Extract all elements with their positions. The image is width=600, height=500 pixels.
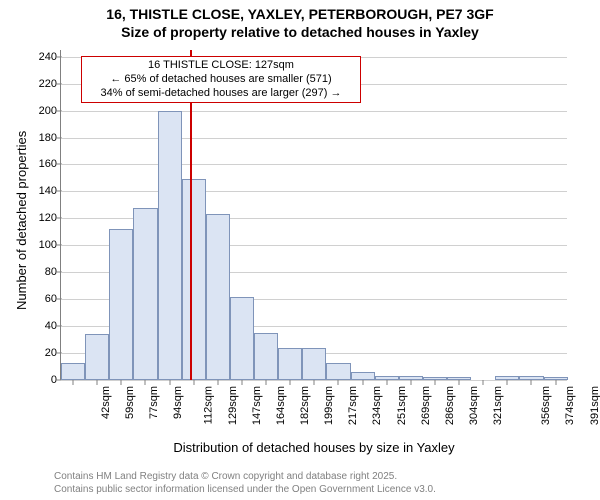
y-tick-label: 80 xyxy=(17,266,57,278)
credit-line1: Contains HM Land Registry data © Crown c… xyxy=(54,471,436,484)
grid-line xyxy=(61,111,567,112)
x-tick-label: 374sqm xyxy=(565,386,577,425)
x-tick-mark xyxy=(507,380,508,385)
x-tick-mark xyxy=(169,380,170,385)
y-tick-label: 40 xyxy=(17,320,57,332)
x-tick-area: 42sqm 59sqm 77sqm 94sqm 112sqm 129sqm 147sqm 16… xyxy=(61,380,567,440)
y-tick-label: 100 xyxy=(17,239,57,251)
histogram-bar xyxy=(206,214,230,380)
x-tick-mark xyxy=(531,380,532,385)
y-tick-label: 180 xyxy=(17,132,57,144)
x-tick-mark xyxy=(97,380,98,385)
y-tick-label: 200 xyxy=(17,105,57,117)
x-axis-title: Distribution of detached houses by size … xyxy=(61,440,567,455)
x-tick-mark xyxy=(217,380,218,385)
grid-line xyxy=(61,164,567,165)
chart-title-line2: Size of property relative to detached ho… xyxy=(0,24,600,42)
x-tick-label: 112sqm xyxy=(202,386,214,424)
x-tick-mark xyxy=(338,380,339,385)
x-tick-label: 356sqm xyxy=(541,386,553,425)
x-tick-mark xyxy=(434,380,435,385)
y-tick-label: 240 xyxy=(17,51,57,63)
x-tick-mark xyxy=(386,380,387,385)
histogram-bar xyxy=(61,363,85,381)
grid-line xyxy=(61,138,567,139)
x-tick-label: 42sqm xyxy=(100,386,112,419)
y-tick-label: 220 xyxy=(17,78,57,90)
y-tick-label: 160 xyxy=(17,158,57,170)
x-tick-mark xyxy=(290,380,291,385)
credits: Contains HM Land Registry data © Crown c… xyxy=(54,471,436,496)
x-tick-mark xyxy=(555,380,556,385)
x-tick-label: 199sqm xyxy=(323,386,335,425)
y-tick-label: 120 xyxy=(17,212,57,224)
histogram-bar xyxy=(302,348,326,380)
histogram-bar xyxy=(109,229,133,380)
histogram-bar xyxy=(85,334,109,380)
credit-line2: Contains public sector information licen… xyxy=(54,484,436,497)
histogram-bar xyxy=(351,372,375,380)
annotation-line: 34% of semi-detached houses are larger (… xyxy=(86,87,356,101)
x-tick-label: 304sqm xyxy=(468,386,480,425)
x-tick-mark xyxy=(121,380,122,385)
histogram-bar xyxy=(326,363,350,381)
y-tick-area: 020406080100120140160180200220240 xyxy=(0,50,61,380)
x-tick-label: 77sqm xyxy=(148,386,160,419)
x-tick-mark xyxy=(483,380,484,385)
histogram-bar xyxy=(278,348,302,380)
x-tick-label: 321sqm xyxy=(492,386,504,425)
x-tick-label: 94sqm xyxy=(172,386,184,419)
x-tick-label: 129sqm xyxy=(227,386,239,425)
x-tick-label: 269sqm xyxy=(420,386,432,425)
x-tick-label: 59sqm xyxy=(124,386,136,419)
x-tick-mark xyxy=(193,380,194,385)
x-tick-label: 182sqm xyxy=(299,386,311,425)
x-tick-label: 234sqm xyxy=(372,386,384,425)
x-tick-mark xyxy=(241,380,242,385)
x-tick-mark xyxy=(459,380,460,385)
y-axis-line xyxy=(60,50,61,380)
histogram-bar xyxy=(182,179,206,380)
histogram-bar xyxy=(133,208,157,380)
histogram-bar xyxy=(254,333,278,380)
x-tick-mark xyxy=(362,380,363,385)
y-tick-label: 0 xyxy=(17,374,57,386)
x-tick-label: 164sqm xyxy=(275,386,287,425)
x-tick-label: 286sqm xyxy=(444,386,456,425)
histogram-bar xyxy=(230,297,254,381)
x-tick-mark xyxy=(73,380,74,385)
histogram-bar xyxy=(158,111,182,380)
x-tick-label: 217sqm xyxy=(347,386,359,425)
x-tick-label: 391sqm xyxy=(589,386,600,425)
x-tick-mark xyxy=(145,380,146,385)
y-tick-label: 20 xyxy=(17,347,57,359)
x-tick-mark xyxy=(410,380,411,385)
y-tick-label: 60 xyxy=(17,293,57,305)
x-tick-mark xyxy=(314,380,315,385)
annotation-box: 16 THISTLE CLOSE: 127sqm← 65% of detache… xyxy=(81,56,361,103)
grid-line xyxy=(61,191,567,192)
x-tick-label: 147sqm xyxy=(251,386,263,425)
y-tick-label: 140 xyxy=(17,185,57,197)
chart-title-line1: 16, THISTLE CLOSE, YAXLEY, PETERBOROUGH,… xyxy=(0,6,600,24)
annotation-line: ← 65% of detached houses are smaller (57… xyxy=(86,73,356,87)
x-tick-mark xyxy=(266,380,267,385)
annotation-line: 16 THISTLE CLOSE: 127sqm xyxy=(86,59,356,73)
x-tick-label: 251sqm xyxy=(396,386,408,425)
plot-area: 16 THISTLE CLOSE: 127sqm← 65% of detache… xyxy=(61,50,567,380)
